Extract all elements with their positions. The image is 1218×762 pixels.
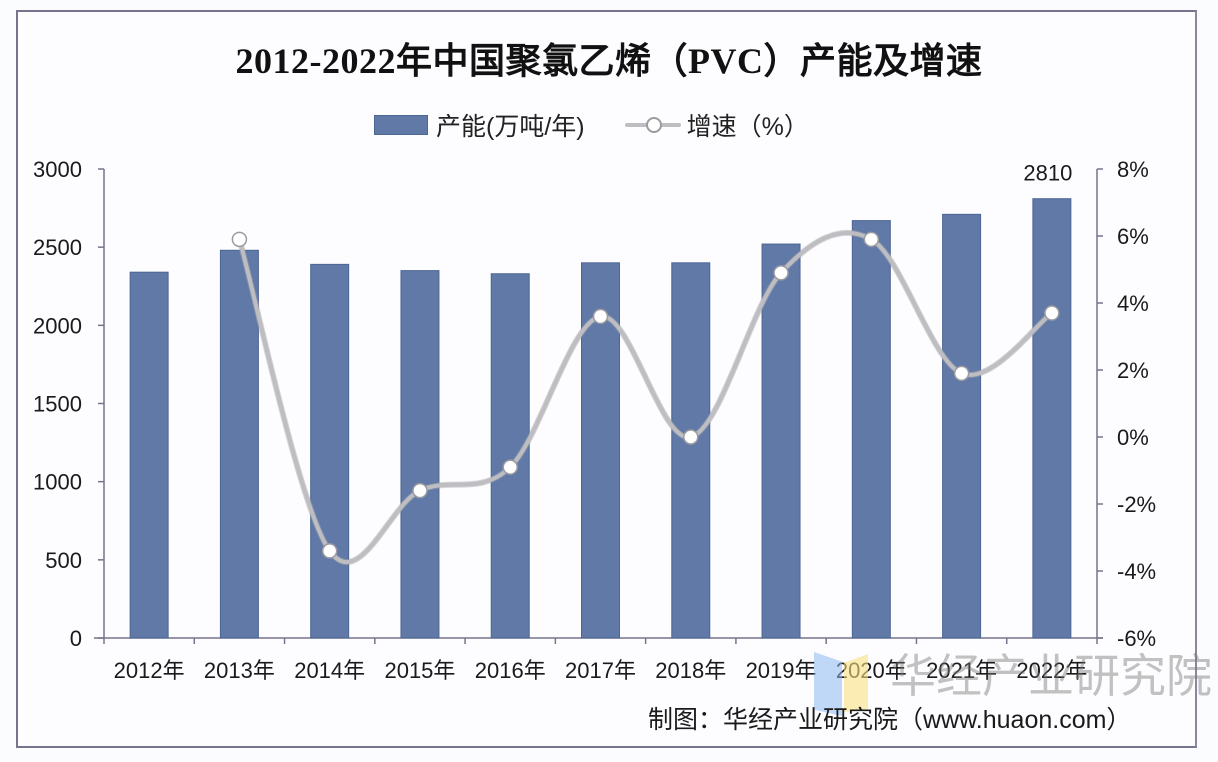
capacity-bar xyxy=(942,213,982,639)
y-axis-tick-label: 500 xyxy=(45,548,82,573)
y2-axis-tick-label: -4% xyxy=(1117,559,1156,584)
source-footer: 制图：华经产业研究院（www.huaon.com） xyxy=(648,706,1132,734)
legend-line-label: 增速（%） xyxy=(686,113,809,141)
y2-axis-tick-label: -6% xyxy=(1117,626,1156,651)
capacity-bar xyxy=(1032,198,1072,639)
x-axis-category-label: 2013年 xyxy=(204,658,275,683)
growth-rate-line xyxy=(237,230,1054,564)
y-axis-tick-label: 0 xyxy=(70,626,82,651)
growth-rate-marker xyxy=(1044,305,1060,321)
x-axis-category-label: 2021年 xyxy=(926,658,997,683)
capacity-bar xyxy=(129,271,169,639)
capacity-bar xyxy=(490,273,530,639)
growth-rate-marker xyxy=(953,365,970,382)
y-axis-tick-label: 2000 xyxy=(33,313,82,338)
y-axis-tick-label: 1500 xyxy=(33,392,82,417)
y-axis-tick-label: 1000 xyxy=(33,470,82,495)
y-axis-tick-label: 3000 xyxy=(33,157,82,182)
capacity-bar xyxy=(219,249,259,639)
growth-rate-marker xyxy=(592,308,609,325)
growth-rate-marker xyxy=(773,265,789,281)
y2-axis-tick-label: -2% xyxy=(1117,492,1156,517)
y2-axis-tick-label: 4% xyxy=(1117,291,1149,316)
x-axis-category-label: 2019年 xyxy=(746,658,817,683)
growth-rate-marker xyxy=(231,231,248,248)
x-axis-category-label: 2022年 xyxy=(1016,658,1087,683)
x-axis-category-label: 2018年 xyxy=(655,658,726,683)
watermark-logo-icon xyxy=(814,652,842,716)
x-axis-category-label: 2015年 xyxy=(384,658,455,683)
capacity-bar xyxy=(400,270,440,639)
growth-rate-marker xyxy=(321,543,338,559)
line-legend-marker-icon xyxy=(624,115,681,135)
y2-axis-tick-label: 6% xyxy=(1117,224,1149,249)
capacity-bar xyxy=(761,243,801,639)
growth-rate-marker xyxy=(412,482,428,499)
x-axis-category-label: 2016年 xyxy=(475,658,546,683)
growth-rate-marker xyxy=(863,231,880,248)
y2-axis-tick-label: 2% xyxy=(1117,358,1149,383)
bar-legend-swatch-icon xyxy=(374,115,428,135)
x-axis-category-label: 2017年 xyxy=(565,658,636,683)
capacity-bar xyxy=(310,263,350,639)
y2-axis-tick-label: 0% xyxy=(1117,425,1149,450)
legend-bar-label: 产能(万吨/年) xyxy=(436,113,585,141)
x-axis-category-label: 2012年 xyxy=(114,658,185,683)
legend: 产能(万吨/年) 增速（%） xyxy=(374,108,809,142)
y-axis-tick-label: 2500 xyxy=(33,235,82,260)
growth-rate-marker xyxy=(502,459,518,475)
y2-axis-tick-label: 8% xyxy=(1117,157,1149,182)
x-axis-category-label: 2014年 xyxy=(294,658,365,683)
watermark: 华经产业研究院 xyxy=(890,650,1212,702)
watermark-logo-icon xyxy=(844,654,868,712)
capacity-bar xyxy=(671,262,711,639)
growth-rate-marker xyxy=(683,429,699,445)
chart-title: 2012-2022年中国聚氯乙烯（PVC）产能及增速 xyxy=(235,41,983,81)
bar-data-label: 2810 xyxy=(1023,161,1072,186)
capacity-bar xyxy=(851,220,891,639)
